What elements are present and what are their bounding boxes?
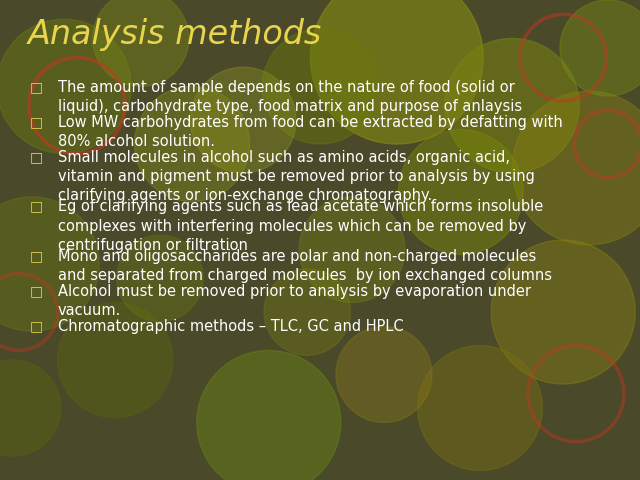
Circle shape — [492, 240, 636, 384]
Circle shape — [0, 19, 131, 154]
Circle shape — [93, 0, 189, 86]
Circle shape — [560, 0, 640, 96]
Circle shape — [134, 86, 250, 202]
Circle shape — [336, 326, 432, 422]
Text: □: □ — [30, 80, 43, 94]
Circle shape — [310, 0, 483, 144]
Circle shape — [445, 38, 579, 173]
Text: Eg of clarifying agents such as lead acetate which forms insoluble
complexes wit: Eg of clarifying agents such as lead ace… — [58, 200, 543, 253]
Text: □: □ — [30, 200, 43, 214]
Circle shape — [264, 269, 351, 355]
Circle shape — [262, 29, 378, 144]
Text: □: □ — [30, 249, 43, 263]
Text: □: □ — [30, 150, 43, 164]
Circle shape — [58, 302, 173, 418]
Text: Chromatographic methods – TLC, GC and HPLC: Chromatographic methods – TLC, GC and HP… — [58, 319, 404, 334]
Text: Low MW carbohydrates from food can be extracted by defatting with
80% alcohol so: Low MW carbohydrates from food can be ex… — [58, 115, 563, 149]
Circle shape — [0, 360, 61, 456]
Text: □: □ — [30, 319, 43, 333]
Circle shape — [197, 350, 341, 480]
Circle shape — [0, 197, 99, 331]
Text: The amount of sample depends on the nature of food (solid or
liquid), carbohydra: The amount of sample depends on the natu… — [58, 80, 522, 114]
Circle shape — [398, 130, 523, 254]
Text: □: □ — [30, 284, 43, 298]
Text: Alcohol must be removed prior to analysis by evaporation under
vacuum.: Alcohol must be removed prior to analysi… — [58, 284, 531, 318]
Text: □: □ — [30, 115, 43, 129]
Circle shape — [191, 67, 296, 173]
Circle shape — [512, 91, 640, 245]
Text: Mono and oligosaccharides are polar and non-charged molecules
and separated from: Mono and oligosaccharides are polar and … — [58, 249, 552, 283]
Circle shape — [418, 346, 543, 470]
Circle shape — [117, 235, 204, 322]
Text: Small molecules in alcohol such as amino acids, organic acid,
vitamin and pigmen: Small molecules in alcohol such as amino… — [58, 150, 535, 204]
Circle shape — [300, 197, 405, 302]
Text: Analysis methods: Analysis methods — [28, 18, 323, 51]
